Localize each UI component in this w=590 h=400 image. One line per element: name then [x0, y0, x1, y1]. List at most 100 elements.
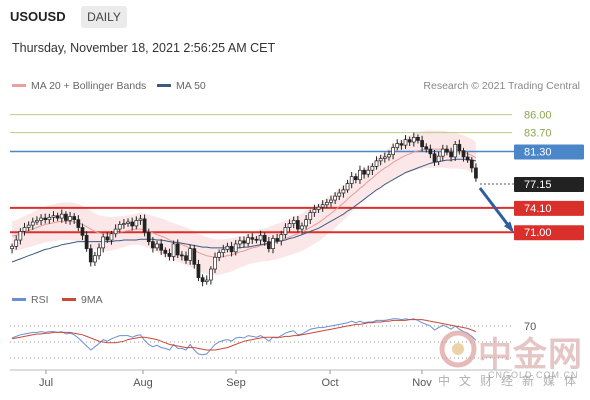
candle-down [362, 169, 366, 175]
candle-up [391, 147, 395, 155]
candle-up [304, 219, 308, 227]
candle-up [440, 148, 445, 157]
candle-down [432, 153, 437, 162]
level-tag-bg [514, 200, 584, 216]
candle-up [109, 233, 114, 241]
rsi-swatch [12, 297, 26, 301]
candle-down [275, 238, 279, 242]
symbol-label: USOUSD [10, 9, 66, 24]
candle-down [196, 263, 201, 279]
candle-down [159, 243, 164, 251]
candle-down [461, 150, 466, 158]
candle-up [225, 245, 230, 250]
candle-down [180, 254, 184, 257]
candle-up [387, 154, 391, 158]
candle-up [345, 183, 350, 191]
candle-down [250, 237, 255, 240]
candle-up [204, 279, 209, 282]
candle-up [213, 256, 217, 270]
candle-up [246, 237, 250, 244]
candle-up [308, 212, 313, 221]
candle-down [200, 277, 205, 282]
candle-up [316, 206, 321, 210]
candle-up [97, 247, 101, 257]
candle-down [130, 221, 135, 227]
watermark-emblem [439, 330, 477, 368]
level-label: 83.70 [524, 128, 552, 140]
candle-down [399, 143, 404, 146]
candle-up [374, 160, 379, 167]
candle-up [101, 236, 106, 249]
top-bar: USOUSD DAILY [0, 0, 590, 34]
candle-up [171, 243, 176, 257]
candle-up [378, 158, 383, 162]
ma9-legend-label: 9MA [81, 294, 103, 306]
level-tag-label: 71.00 [524, 227, 552, 239]
candle-up [287, 223, 292, 228]
candle-up [283, 227, 288, 235]
bollinger-band [12, 130, 476, 276]
candle-up [312, 209, 317, 213]
rsi-legend-label: RSI [31, 294, 49, 306]
rsi-level-label: 70 [524, 321, 536, 333]
candle-down [353, 176, 358, 181]
candle-down [105, 236, 110, 241]
candle-up [14, 239, 19, 247]
candles [10, 132, 478, 287]
candle-up [134, 220, 139, 227]
candle-down [163, 249, 168, 254]
candle-down [55, 215, 60, 219]
candle-up [366, 169, 371, 175]
level-tag: 74.10 [514, 200, 584, 216]
candle-down [457, 144, 462, 152]
candle-down [146, 231, 151, 242]
watermark-url: CNGOLD.COM.CN [488, 370, 579, 380]
forecast-arrow-shaft [478, 187, 514, 232]
candle-up [155, 243, 159, 249]
candle-down [407, 139, 412, 143]
legend-bollinger: MA 20 + Bollinger Bands [12, 80, 146, 92]
candle-up [188, 248, 193, 261]
candle-down [72, 216, 77, 221]
candle-up [320, 204, 325, 208]
x-tick-label: Aug [133, 377, 153, 389]
candle-down [151, 241, 155, 249]
candle-down [142, 218, 147, 233]
research-credit: Research © 2021 Trading Central [423, 80, 580, 92]
ma50-legend-label: MA 50 [176, 80, 206, 92]
candle-up [238, 240, 242, 245]
candle-down [184, 255, 188, 261]
candle-down [167, 253, 172, 257]
candle-up [93, 255, 97, 263]
level-tag-label: 81.30 [524, 146, 552, 158]
watermark-subtitle: 中文财经新媒体 [438, 374, 586, 388]
rsi-line [11, 318, 477, 356]
candle-down [474, 167, 478, 179]
candle-up [453, 144, 458, 158]
candle-up [341, 189, 346, 194]
candle-up [411, 136, 416, 143]
candle-up [370, 165, 375, 171]
candle-down [295, 220, 300, 230]
candle-down [84, 234, 89, 250]
ma9-swatch [62, 297, 76, 301]
candle-up [403, 139, 408, 146]
watermark-emblem-core [452, 343, 464, 355]
x-tick-label: Nov [412, 377, 432, 389]
candle-down [416, 136, 420, 141]
candle-down [469, 159, 474, 169]
candle-down [64, 213, 68, 221]
candle-down [420, 140, 424, 148]
candle-up [395, 143, 400, 148]
legend-9ma: 9MA [62, 294, 103, 306]
legend-ma50: MA 50 [157, 80, 206, 92]
candle-up [233, 243, 238, 253]
candle-up [39, 217, 43, 221]
candle-up [122, 223, 126, 225]
timeframe-button[interactable]: DAILY [81, 6, 127, 28]
candle-down [88, 248, 93, 263]
level-tag-bg [514, 176, 584, 192]
candle-up [30, 221, 35, 226]
level-tag-label: 74.10 [524, 203, 552, 215]
candle-down [43, 217, 48, 221]
